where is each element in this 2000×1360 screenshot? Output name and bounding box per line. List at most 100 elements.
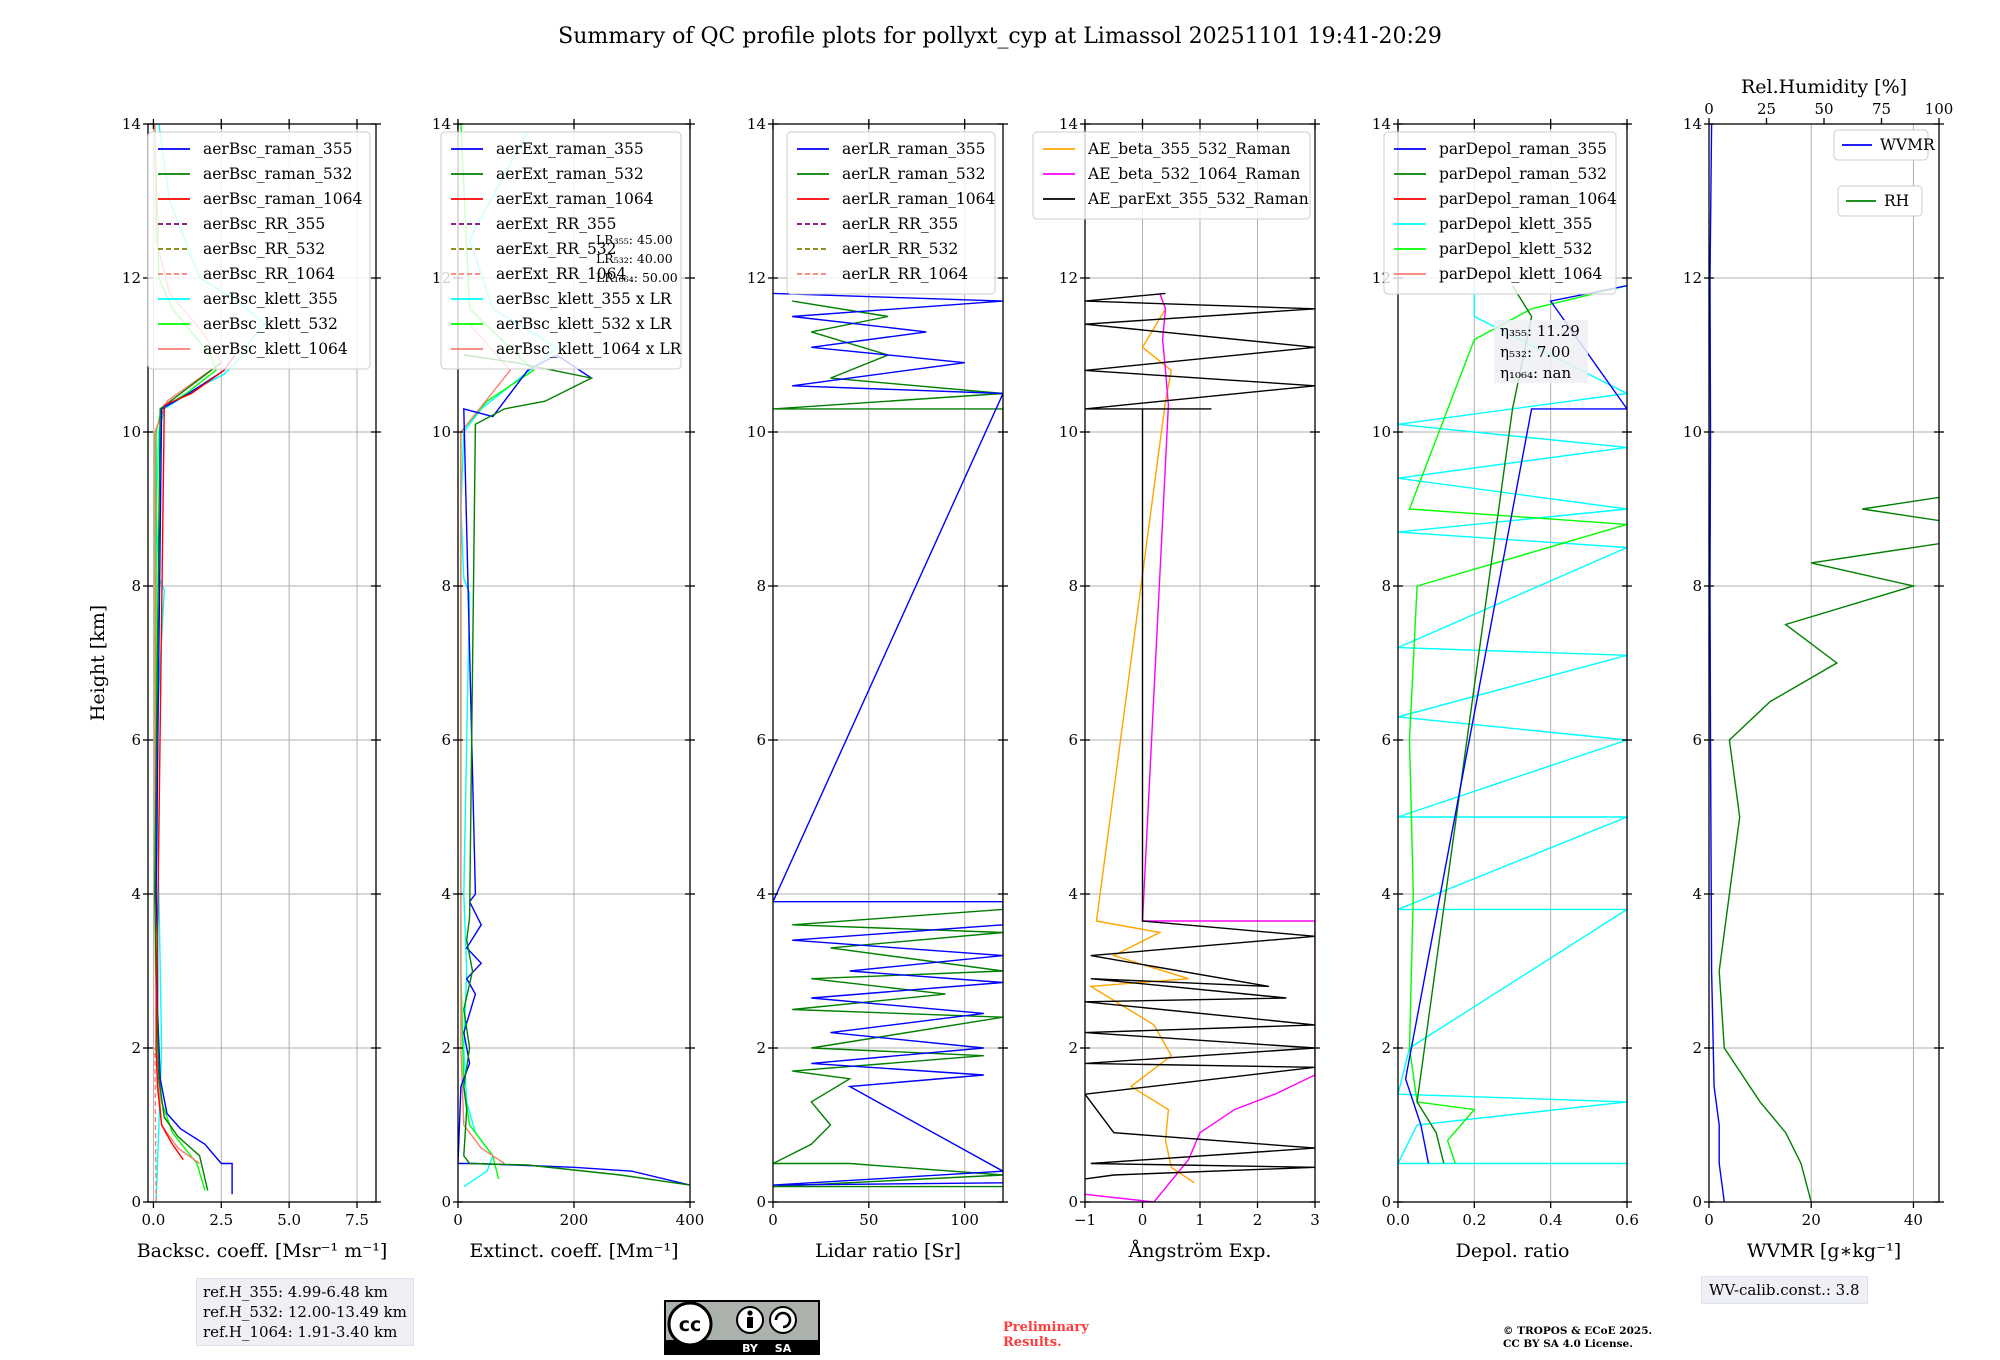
y-tick-label: 0 (441, 1193, 451, 1211)
x-tick-label: 7.5 (345, 1211, 369, 1229)
y-tick-label: 8 (756, 577, 766, 595)
y-tick-label: 14 (432, 115, 451, 133)
series-group (1709, 124, 1939, 1202)
sa-circle-icon (769, 1306, 797, 1334)
legend-box (1837, 185, 1923, 217)
y-tick-label: 0 (1692, 1193, 1702, 1211)
x-tick-label: 0 (1138, 1211, 1148, 1229)
legend-label: aerBsc_RR_532 (203, 240, 325, 258)
top-x-tick-label: 100 (1925, 100, 1954, 118)
y-tick-label: 10 (1683, 423, 1702, 441)
legend-label: aerExt_RR_532 (496, 240, 617, 258)
legend-box (1383, 131, 1617, 295)
by-label: BY (742, 1342, 759, 1355)
top-x-tick-label: 25 (1757, 100, 1776, 118)
top-x-tick-label: 50 (1814, 100, 1833, 118)
y-tick-label: 14 (1683, 115, 1702, 133)
lr-annotation: LR₁₀₆₄: 50.00 (596, 270, 678, 285)
y-tick-label: 6 (1068, 731, 1078, 749)
y-tick-label: 8 (1068, 577, 1078, 595)
legend-wvmr: WVMR (1833, 129, 1936, 161)
preliminary-note: Preliminary Results. (1003, 1320, 1089, 1350)
y-tick-label: 10 (1059, 423, 1078, 441)
sa-label: SA (775, 1342, 792, 1355)
y-tick-label: 6 (1381, 731, 1391, 749)
y-axis-label: Height [km] (87, 605, 109, 721)
legend-bsc: aerBsc_raman_355 aerBsc_raman_532 aerBsc_r… (147, 131, 371, 370)
legend-label: parDepol_klett_355 (1439, 215, 1592, 233)
axes-frame (147, 123, 377, 1203)
legend-dep: parDepol_raman_355 parDepol_raman_532 parD… (1383, 131, 1617, 295)
legend-rh: RH (1837, 185, 1923, 217)
legend-label: aerLR_raman_355 (842, 140, 985, 158)
x-tick-label: 0.0 (141, 1211, 165, 1229)
y-tick-label: 8 (131, 577, 141, 595)
y-tick-label: 2 (441, 1039, 451, 1057)
legend-label: aerExt_RR_1064 (496, 265, 627, 283)
cc-text: cc (679, 1314, 702, 1336)
y-tick-label: 6 (1692, 731, 1702, 749)
series-parDepol_raman_532 (1416, 285, 1533, 1164)
by-body (747, 1317, 753, 1328)
axes-frame (772, 123, 1004, 1203)
legend-label: aerBsc_klett_355 (203, 290, 338, 308)
legend-label: parDepol_raman_532 (1439, 165, 1607, 183)
x-tick-label: 0 (1704, 1211, 1714, 1229)
y-tick-label: 2 (131, 1039, 141, 1057)
axes-frame (1397, 123, 1628, 1203)
x-tick-label: 2.5 (209, 1211, 233, 1229)
x-tick-label: 0 (453, 1211, 463, 1229)
x-tick-label: 50 (859, 1211, 878, 1229)
series-parDepol_klett_532 (1408, 285, 1627, 1164)
y-tick-label: 4 (131, 885, 141, 903)
y-tick-label: 4 (756, 885, 766, 903)
y-tick-label: 4 (1068, 885, 1078, 903)
x-tick-label: 3 (1310, 1211, 1320, 1229)
series-aerBsc_raman_355 (155, 354, 236, 1195)
x-tick-label: 100 (950, 1211, 979, 1229)
y-tick-label: 12 (1059, 269, 1078, 287)
y-tick-label: 0 (756, 1193, 766, 1211)
legend-label: aerLR_raman_1064 (842, 190, 995, 208)
x-axis-label: Extinct. coeff. [Mm⁻¹] (469, 1240, 678, 1262)
legend-label: aerBsc_klett_355 x LR (496, 290, 673, 308)
series-AE_parExt_355_532_Raman (1085, 292, 1315, 1180)
preliminary-line-2: Results. (1003, 1335, 1062, 1350)
legend-label: parDepol_raman_355 (1439, 140, 1607, 158)
y-tick-label: 14 (747, 115, 766, 133)
x-tick-label: 5.0 (277, 1211, 301, 1229)
legend-label: aerBsc_klett_1064 x LR (496, 340, 683, 358)
preliminary-line-1: Preliminary (1003, 1320, 1089, 1335)
legend-ae: AE_beta_355_532_Raman AE_beta_532_1064_Ra… (1032, 131, 1311, 220)
legend-label: parDepol_klett_532 (1439, 240, 1592, 258)
wv-calibration-box: WV-calib.const.: 3.8 (1701, 1276, 1868, 1304)
ref-height-532: ref.H_532: 12.00-13.49 km (203, 1303, 407, 1321)
series-aerBsc_RR_1064 (154, 1047, 157, 1202)
series-group (773, 292, 1003, 1188)
legend-label: aerExt_raman_532 (496, 165, 644, 183)
y-tick-label: 10 (122, 423, 141, 441)
y-tick-label: 4 (1692, 885, 1702, 903)
top-x-tick-label: 0 (1704, 100, 1714, 118)
legend-box (440, 131, 682, 370)
y-tick-label: 6 (441, 731, 451, 749)
series-group (1085, 292, 1315, 1202)
figure-title: Summary of QC profile plots for pollyxt_… (558, 24, 1442, 49)
y-tick-label: 8 (1381, 577, 1391, 595)
legend-lr: aerLR_raman_355 aerLR_raman_532 aerLR_rama… (786, 131, 996, 295)
legend-label: parDepol_klett_1064 (1439, 265, 1602, 283)
series-aerExt_raman_532 (463, 354, 690, 1186)
legend-label: aerLR_RR_355 (842, 215, 958, 233)
y-tick-label: 4 (441, 885, 451, 903)
x-tick-label: 0.0 (1386, 1211, 1410, 1229)
copyright-note: © TROPOS & ECoE 2025. CC BY SA 4.0 Licen… (1503, 1325, 1652, 1351)
by-head (747, 1310, 753, 1316)
y-tick-label: 2 (1692, 1039, 1702, 1057)
legend-label: aerBsc_RR_355 (203, 215, 325, 233)
legend-label: aerExt_raman_355 (496, 140, 644, 158)
y-tick-label: 10 (747, 423, 766, 441)
y-tick-label: 8 (441, 577, 451, 595)
